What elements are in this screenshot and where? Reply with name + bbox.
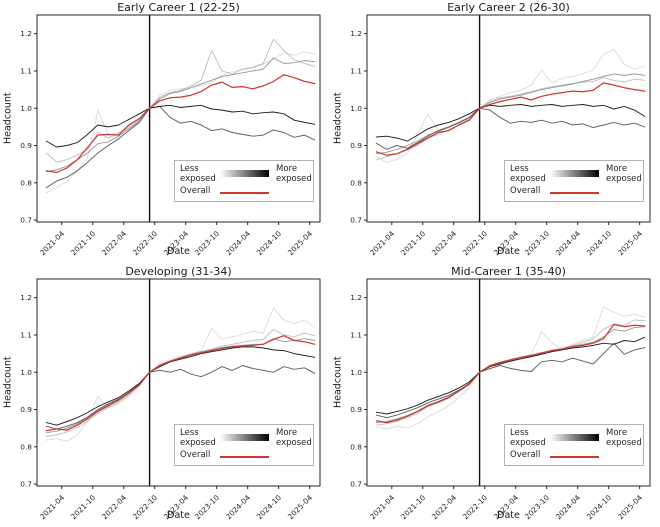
y-tick-label: 1.1 [20, 331, 32, 340]
legend: Less exposed More exposed Overall [174, 424, 314, 466]
legend-overall-label: Overall [180, 450, 211, 460]
exposure-gradient-bar [220, 170, 269, 177]
y-tick-label: 0.9 [20, 141, 32, 150]
legend-more-exposed-label: More exposed [606, 164, 642, 184]
series-quintile-5-most-exposed [45, 346, 316, 426]
legend-more-exposed-label: More exposed [606, 428, 642, 448]
series-quintile-3 [45, 338, 316, 434]
exposure-gradient-bar [550, 170, 599, 177]
legend-overall-line [550, 192, 599, 194]
y-tick-label: 1.1 [20, 67, 32, 76]
series-quintile-5-most-exposed [375, 336, 646, 415]
series-quintile-1-least-exposed [375, 306, 646, 430]
y-tick-label: 0.8 [350, 442, 362, 451]
legend-less-exposed-label: Less exposed [180, 164, 216, 184]
y-tick-label: 0.9 [20, 405, 32, 414]
chart-title: Early Career 2 (26-30) [447, 1, 570, 14]
y-tick-label: 1.2 [350, 29, 362, 38]
series-quintile-2 [45, 38, 316, 163]
exposure-gradient-bar [220, 434, 269, 441]
series-overall [45, 335, 316, 432]
series-quintile-3 [45, 57, 316, 173]
chart-title: Mid-Career 1 (35-40) [451, 265, 566, 278]
series-quintile-4 [45, 105, 316, 189]
axes-frame [366, 14, 651, 223]
x-axis-label: Date [497, 510, 520, 521]
y-tick-label: 0.7 [350, 480, 362, 489]
legend-overall-label: Overall [180, 186, 211, 196]
legend-more-exposed-label: More exposed [276, 428, 312, 448]
y-tick-label: 0.7 [20, 480, 32, 489]
series-quintile-1-least-exposed [375, 48, 646, 163]
y-tick-label: 1.0 [350, 104, 362, 113]
legend-overall-label: Overall [510, 450, 541, 460]
y-tick-label: 1.2 [20, 293, 32, 302]
legend-less-exposed-label: Less exposed [180, 428, 216, 448]
x-axis-label: Date [167, 246, 190, 257]
y-tick-label: 1.2 [350, 293, 362, 302]
y-tick-label: 0.9 [350, 141, 362, 150]
y-tick-label: 1.1 [350, 67, 362, 76]
chart-title: Developing (31-34) [125, 265, 232, 278]
y-tick-label: 0.8 [350, 178, 362, 187]
y-tick-label: 0.8 [20, 178, 32, 187]
y-tick-label: 0.9 [350, 405, 362, 414]
series-overall [375, 323, 646, 424]
series-quintile-2 [375, 77, 646, 161]
y-tick-label: 1.2 [20, 29, 32, 38]
series-quintile-1-least-exposed [45, 51, 316, 194]
legend: Less exposed More exposed Overall [174, 160, 314, 202]
panel-mid-career-1: Mid-Career 1 (35-40) Headcount 0.7 0.8 0.9… [330, 264, 660, 527]
series-overall [45, 74, 316, 174]
legend-overall-line [550, 456, 599, 458]
legend: Less exposed More exposed Overall [504, 160, 644, 202]
x-axis-label: Date [497, 246, 520, 257]
legend-more-exposed-label: More exposed [276, 164, 312, 184]
y-tick-label: 0.8 [20, 442, 32, 451]
legend: Less exposed More exposed Overall [504, 424, 644, 466]
y-tick-label: 1.0 [350, 368, 362, 377]
y-tick-label: 0.7 [350, 216, 362, 225]
panel-developing: Developing (31-34) Headcount 0.7 0.8 0.9 1.… [0, 264, 330, 527]
axes-frame [366, 278, 651, 487]
legend-overall-line [220, 456, 269, 458]
y-tick-label: 1.0 [20, 368, 32, 377]
series-quintile-3 [375, 73, 646, 155]
series-quintile-4 [375, 107, 646, 150]
legend-less-exposed-label: Less exposed [510, 428, 546, 448]
series-overall [375, 82, 646, 156]
series-quintile-5-most-exposed [45, 104, 316, 148]
legend-overall-label: Overall [510, 186, 541, 196]
y-tick-label: 0.7 [20, 216, 32, 225]
legend-less-exposed-label: Less exposed [510, 164, 546, 184]
series-quintile-4 [375, 342, 646, 419]
panel-early-career-2: Early Career 2 (26-30) Headcount 0.7 0.8 0… [330, 0, 660, 263]
exposure-gradient-bar [550, 434, 599, 441]
series-quintile-1-least-exposed [45, 307, 316, 442]
axes-frame [36, 14, 321, 223]
series-quintile-5-most-exposed [375, 104, 646, 142]
x-axis-label: Date [167, 510, 190, 521]
y-tick-label: 1.0 [20, 104, 32, 113]
axes-frame [36, 278, 321, 487]
legend-overall-line [220, 192, 269, 194]
series-quintile-4 [45, 365, 316, 430]
panel-early-career-1: Early Career 1 (22-25) Headcount 0.7 0.8 0… [0, 0, 330, 263]
series-quintile-2 [45, 328, 316, 437]
y-tick-label: 1.1 [350, 331, 362, 340]
chart-title: Early Career 1 (22-25) [117, 1, 240, 14]
